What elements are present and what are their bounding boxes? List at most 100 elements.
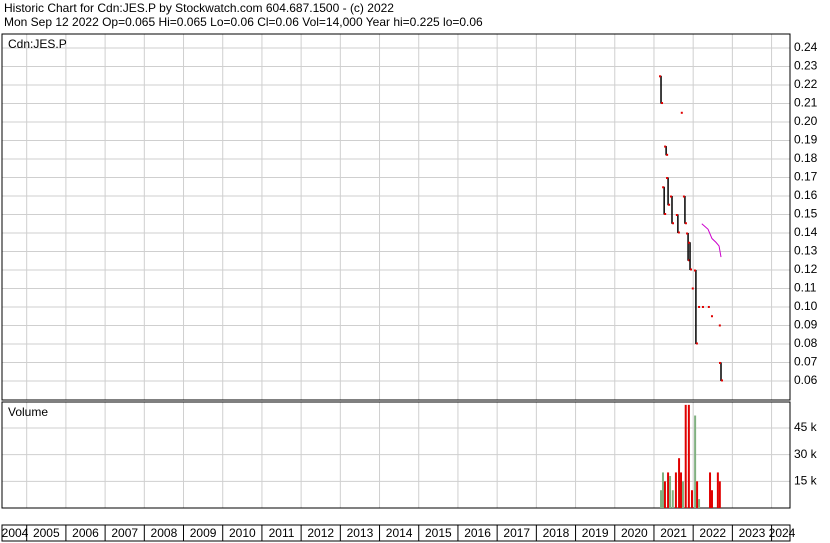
- volume-bar: [663, 481, 666, 508]
- x-tick-label: 2005: [33, 526, 60, 540]
- y-tick-label: 0.16: [794, 188, 818, 202]
- open-tick: [688, 241, 691, 244]
- x-tick-label: 2023: [739, 526, 766, 540]
- close-tick: [671, 222, 674, 225]
- y-tick-label: 0.10: [794, 299, 818, 313]
- volume-bar: [718, 481, 721, 508]
- y-tick-label: 0.20: [794, 114, 818, 128]
- open-tick: [682, 195, 685, 198]
- x-tick-label: 2015: [425, 526, 452, 540]
- volume-bar: [698, 499, 701, 508]
- moving-average: [701, 223, 722, 258]
- volume-bar: [690, 490, 693, 508]
- price-point: [698, 305, 701, 308]
- y-tick-label: 0.15: [794, 207, 818, 221]
- y-tick-label: 30 k: [794, 447, 818, 461]
- x-tick-label: 2004: [2, 526, 29, 540]
- close-tick: [661, 102, 664, 105]
- open-tick: [693, 269, 696, 272]
- x-tick-label: 2020: [621, 526, 648, 540]
- volume-bar: [661, 472, 664, 508]
- close-tick: [721, 379, 724, 382]
- x-tick-label: 2013: [347, 526, 374, 540]
- y-tick-label: 0.14: [794, 225, 818, 239]
- volume-bar: [681, 481, 684, 508]
- price-point: [707, 305, 710, 308]
- header-title: Historic Chart for Cdn:JES.P by Stockwat…: [4, 1, 394, 15]
- volume-bar: [667, 472, 670, 508]
- panel-frame: [1, 33, 791, 401]
- y-tick-label: 45 k: [794, 420, 818, 434]
- x-axis-frame: [1, 524, 791, 542]
- x-tick-label: 2017: [503, 526, 530, 540]
- open-tick: [686, 232, 689, 235]
- volume-bar: [680, 472, 683, 508]
- open-tick: [662, 186, 665, 189]
- x-tick-label: 2019: [582, 526, 609, 540]
- x-tick-label: 2010: [229, 526, 256, 540]
- y-tick-label: 0.07: [794, 355, 818, 369]
- volume-bar: [669, 475, 672, 508]
- y-tick-label: 0.17: [794, 170, 818, 184]
- panel-label: Cdn:JES.P: [8, 37, 67, 51]
- y-tick-label: 0.21: [794, 96, 818, 110]
- y-tick-label: 0.09: [794, 318, 818, 332]
- y-tick-label: 0.18: [794, 151, 818, 165]
- volume-bar: [696, 481, 699, 508]
- open-tick: [719, 361, 722, 364]
- open-tick: [666, 177, 669, 180]
- x-tick-label: 2008: [151, 526, 178, 540]
- x-tick-label: 2012: [307, 526, 334, 540]
- close-tick: [666, 153, 669, 156]
- open-tick: [664, 145, 667, 148]
- y-tick-label: 0.24: [794, 40, 818, 54]
- close-tick: [677, 231, 680, 234]
- y-tick-label: 0.06: [794, 373, 818, 387]
- price-point: [680, 111, 683, 114]
- close-tick: [668, 203, 671, 206]
- x-tick-label: 2011: [269, 526, 295, 540]
- volume-bar: [678, 458, 681, 508]
- open-tick: [659, 75, 662, 78]
- volume-bar: [716, 472, 719, 508]
- x-tick-label: 2016: [464, 526, 491, 540]
- volume-bar: [710, 490, 713, 508]
- x-tick-label: 2021: [660, 526, 687, 540]
- close-tick: [688, 259, 691, 262]
- volume-bar: [694, 415, 697, 508]
- y-tick-label: 15 k: [794, 473, 818, 487]
- y-tick-label: 0.23: [794, 59, 818, 73]
- close-tick: [690, 268, 693, 271]
- x-tick-label: 2014: [386, 526, 413, 540]
- volume-bar: [674, 472, 677, 508]
- volume-bar: [684, 404, 687, 508]
- y-tick-label: 0.19: [794, 133, 818, 147]
- price-point: [691, 287, 694, 290]
- panel-label: Volume: [8, 405, 48, 419]
- volume-bar: [687, 404, 690, 508]
- y-tick-label: 0.22: [794, 77, 818, 91]
- price-point: [710, 315, 713, 318]
- volume-bar: [709, 472, 712, 508]
- x-tick-label: 2022: [699, 526, 726, 540]
- open-tick: [675, 214, 678, 217]
- y-tick-label: 0.11: [794, 281, 817, 295]
- close-tick: [684, 222, 687, 225]
- close-tick: [695, 342, 698, 345]
- panel-frame: [1, 401, 791, 509]
- x-tick-label: 2018: [543, 526, 570, 540]
- x-tick-label: 2006: [72, 526, 99, 540]
- x-tick-label: 2009: [190, 526, 217, 540]
- close-tick: [664, 213, 667, 216]
- volume-bar: [660, 490, 663, 508]
- y-tick-label: 0.08: [794, 336, 818, 350]
- volume-bar: [671, 490, 674, 508]
- price-point: [701, 305, 704, 308]
- price-point: [718, 324, 721, 327]
- x-tick-label: 2024: [769, 526, 796, 540]
- header-quote: Mon Sep 12 2022 Op=0.065 Hi=0.065 Lo=0.0…: [4, 15, 483, 29]
- y-tick-label: 0.12: [794, 262, 818, 276]
- x-tick-label: 2007: [111, 526, 138, 540]
